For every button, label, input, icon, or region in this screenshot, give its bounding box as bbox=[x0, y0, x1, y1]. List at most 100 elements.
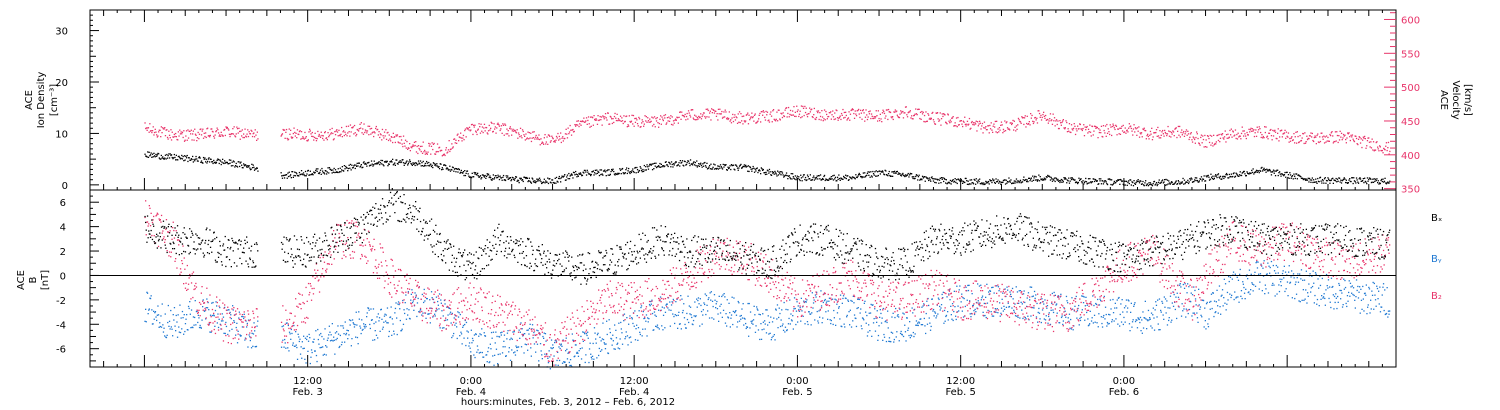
data-point bbox=[579, 172, 582, 174]
data-point bbox=[1085, 129, 1087, 131]
data-point bbox=[476, 351, 478, 353]
data-point bbox=[964, 123, 966, 125]
data-point bbox=[179, 331, 182, 334]
data-point bbox=[796, 105, 798, 107]
data-point bbox=[198, 138, 200, 140]
data-point bbox=[1206, 146, 1208, 148]
data-point bbox=[460, 169, 462, 172]
data-point bbox=[325, 354, 327, 356]
data-point bbox=[290, 328, 292, 331]
data-point bbox=[939, 309, 941, 311]
data-point bbox=[980, 128, 982, 130]
data-point bbox=[771, 321, 774, 323]
data-point bbox=[554, 341, 556, 344]
data-point bbox=[822, 317, 824, 319]
data-point bbox=[1095, 127, 1097, 129]
data-point bbox=[934, 312, 937, 314]
data-point bbox=[938, 179, 941, 181]
data-point bbox=[1257, 131, 1259, 133]
data-point bbox=[487, 130, 490, 132]
data-point bbox=[785, 308, 787, 311]
data-point bbox=[555, 176, 558, 179]
data-point bbox=[1192, 181, 1194, 183]
data-point bbox=[847, 118, 849, 120]
data-point bbox=[292, 344, 294, 346]
data-point bbox=[241, 135, 243, 137]
data-point bbox=[882, 171, 884, 173]
data-point bbox=[407, 148, 409, 150]
data-point bbox=[876, 115, 878, 117]
data-point bbox=[1298, 141, 1300, 143]
data-point bbox=[910, 334, 912, 336]
data-point bbox=[352, 166, 354, 169]
data-point bbox=[517, 179, 519, 181]
data-point bbox=[901, 334, 903, 336]
data-point bbox=[448, 140, 450, 142]
data-point bbox=[401, 328, 403, 330]
data-point bbox=[1222, 137, 1224, 139]
data-point bbox=[582, 331, 584, 333]
data-point bbox=[817, 320, 819, 322]
data-point bbox=[502, 176, 504, 178]
data-point bbox=[932, 119, 935, 121]
data-point bbox=[1186, 134, 1188, 136]
data-point bbox=[338, 129, 340, 131]
data-point bbox=[908, 176, 910, 178]
data-point bbox=[1096, 126, 1098, 128]
data-point bbox=[688, 305, 690, 307]
data-point bbox=[1279, 173, 1281, 175]
data-point bbox=[852, 320, 854, 322]
data-point bbox=[243, 317, 245, 320]
data-point bbox=[1068, 123, 1071, 125]
data-point bbox=[391, 136, 393, 138]
data-point bbox=[565, 128, 567, 130]
data-point bbox=[1065, 178, 1067, 180]
data-point bbox=[644, 317, 646, 319]
data-point bbox=[418, 162, 420, 164]
data-point bbox=[1248, 128, 1250, 130]
data-point bbox=[296, 137, 298, 139]
data-point bbox=[1287, 132, 1290, 134]
data-point bbox=[1326, 180, 1328, 182]
data-point bbox=[1318, 141, 1320, 144]
data-point bbox=[350, 169, 352, 171]
data-point bbox=[249, 336, 251, 338]
data-point bbox=[1013, 180, 1015, 182]
data-point bbox=[1126, 129, 1128, 131]
data-point bbox=[1143, 127, 1145, 129]
data-point bbox=[1184, 182, 1186, 185]
data-point bbox=[488, 176, 490, 179]
data-point bbox=[834, 176, 837, 178]
data-point bbox=[950, 121, 952, 123]
data-point bbox=[545, 141, 547, 143]
data-point bbox=[1359, 136, 1361, 139]
data-point bbox=[242, 136, 244, 139]
data-point bbox=[812, 302, 815, 304]
data-point bbox=[715, 115, 718, 117]
data-point bbox=[1201, 180, 1203, 182]
data-point bbox=[386, 322, 388, 324]
data-point bbox=[519, 331, 521, 333]
data-point bbox=[540, 350, 542, 352]
data-point bbox=[477, 128, 479, 130]
data-point bbox=[875, 175, 877, 177]
data-point bbox=[668, 309, 670, 311]
data-point bbox=[967, 284, 969, 287]
data-point bbox=[467, 173, 469, 175]
data-point bbox=[669, 301, 671, 303]
data-point bbox=[373, 322, 375, 325]
data-point bbox=[426, 153, 428, 155]
data-point bbox=[628, 337, 630, 339]
data-point bbox=[1151, 127, 1153, 129]
data-point bbox=[924, 121, 926, 123]
data-point bbox=[1349, 139, 1351, 142]
data-point bbox=[770, 339, 772, 341]
data-point bbox=[413, 145, 415, 147]
data-point bbox=[565, 337, 567, 339]
data-point bbox=[362, 162, 365, 164]
data-point bbox=[415, 151, 418, 153]
data-point bbox=[1136, 134, 1138, 136]
data-point bbox=[504, 179, 506, 181]
data-point bbox=[851, 109, 853, 111]
data-point bbox=[300, 170, 303, 172]
